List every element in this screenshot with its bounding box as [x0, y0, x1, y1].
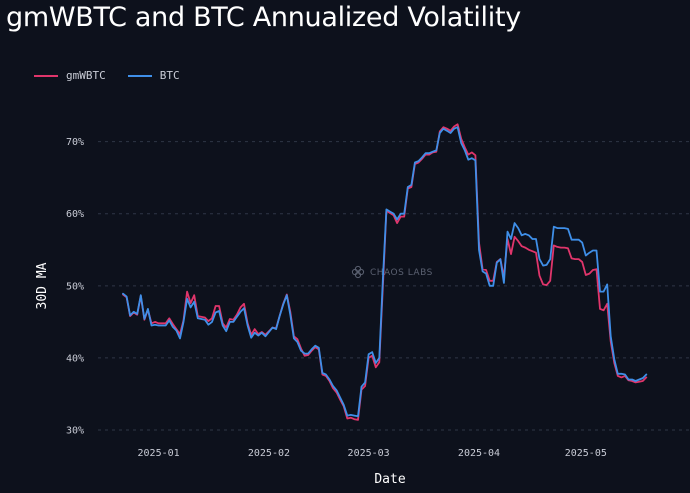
y-tick-label-50: 50% [66, 281, 84, 292]
legend-label-gmwbtc: gmWBTC [66, 69, 106, 82]
watermark: CHAOS LABS [351, 265, 433, 279]
y-tick-label-70: 70% [66, 137, 84, 148]
series-line-gmwbtc [122, 123, 648, 421]
legend-item-gmwbtc[interactable]: gmWBTC [34, 69, 106, 82]
y-tick-label-40: 40% [66, 353, 84, 364]
grid [98, 141, 690, 431]
legend-swatch-gmwbtc [34, 74, 58, 77]
legend: gmWBTC BTC [34, 69, 202, 82]
x-axis-title: Date [374, 472, 405, 487]
x-tick-label-2025-04: 2025-04 [458, 448, 500, 459]
y-axis-title: 30D MA [35, 262, 50, 309]
watermark-text: CHAOS LABS [370, 268, 433, 278]
y-tick-label-60: 60% [66, 209, 84, 220]
ticks: 30% 40% 50% 60% 70% 2025-01 2025-02 2025-03 2025… [66, 137, 607, 459]
y-tick-label-30: 30% [66, 426, 84, 437]
legend-item-btc[interactable]: BTC [127, 69, 180, 82]
chart-title: gmWBTC and BTC Annualized Volatility [6, 2, 521, 33]
x-tick-label-2025-02: 2025-02 [248, 448, 290, 459]
x-tick-label-2025-01: 2025-01 [138, 448, 180, 459]
x-tick-label-2025-05: 2025-05 [565, 448, 607, 459]
legend-label-btc: BTC [159, 69, 180, 82]
x-tick-label-2025-03: 2025-03 [348, 448, 390, 459]
legend-swatch-btc [127, 74, 152, 77]
series-lines [122, 123, 648, 421]
watermark-logo-icon [351, 265, 365, 279]
series-line-btc [122, 126, 648, 418]
